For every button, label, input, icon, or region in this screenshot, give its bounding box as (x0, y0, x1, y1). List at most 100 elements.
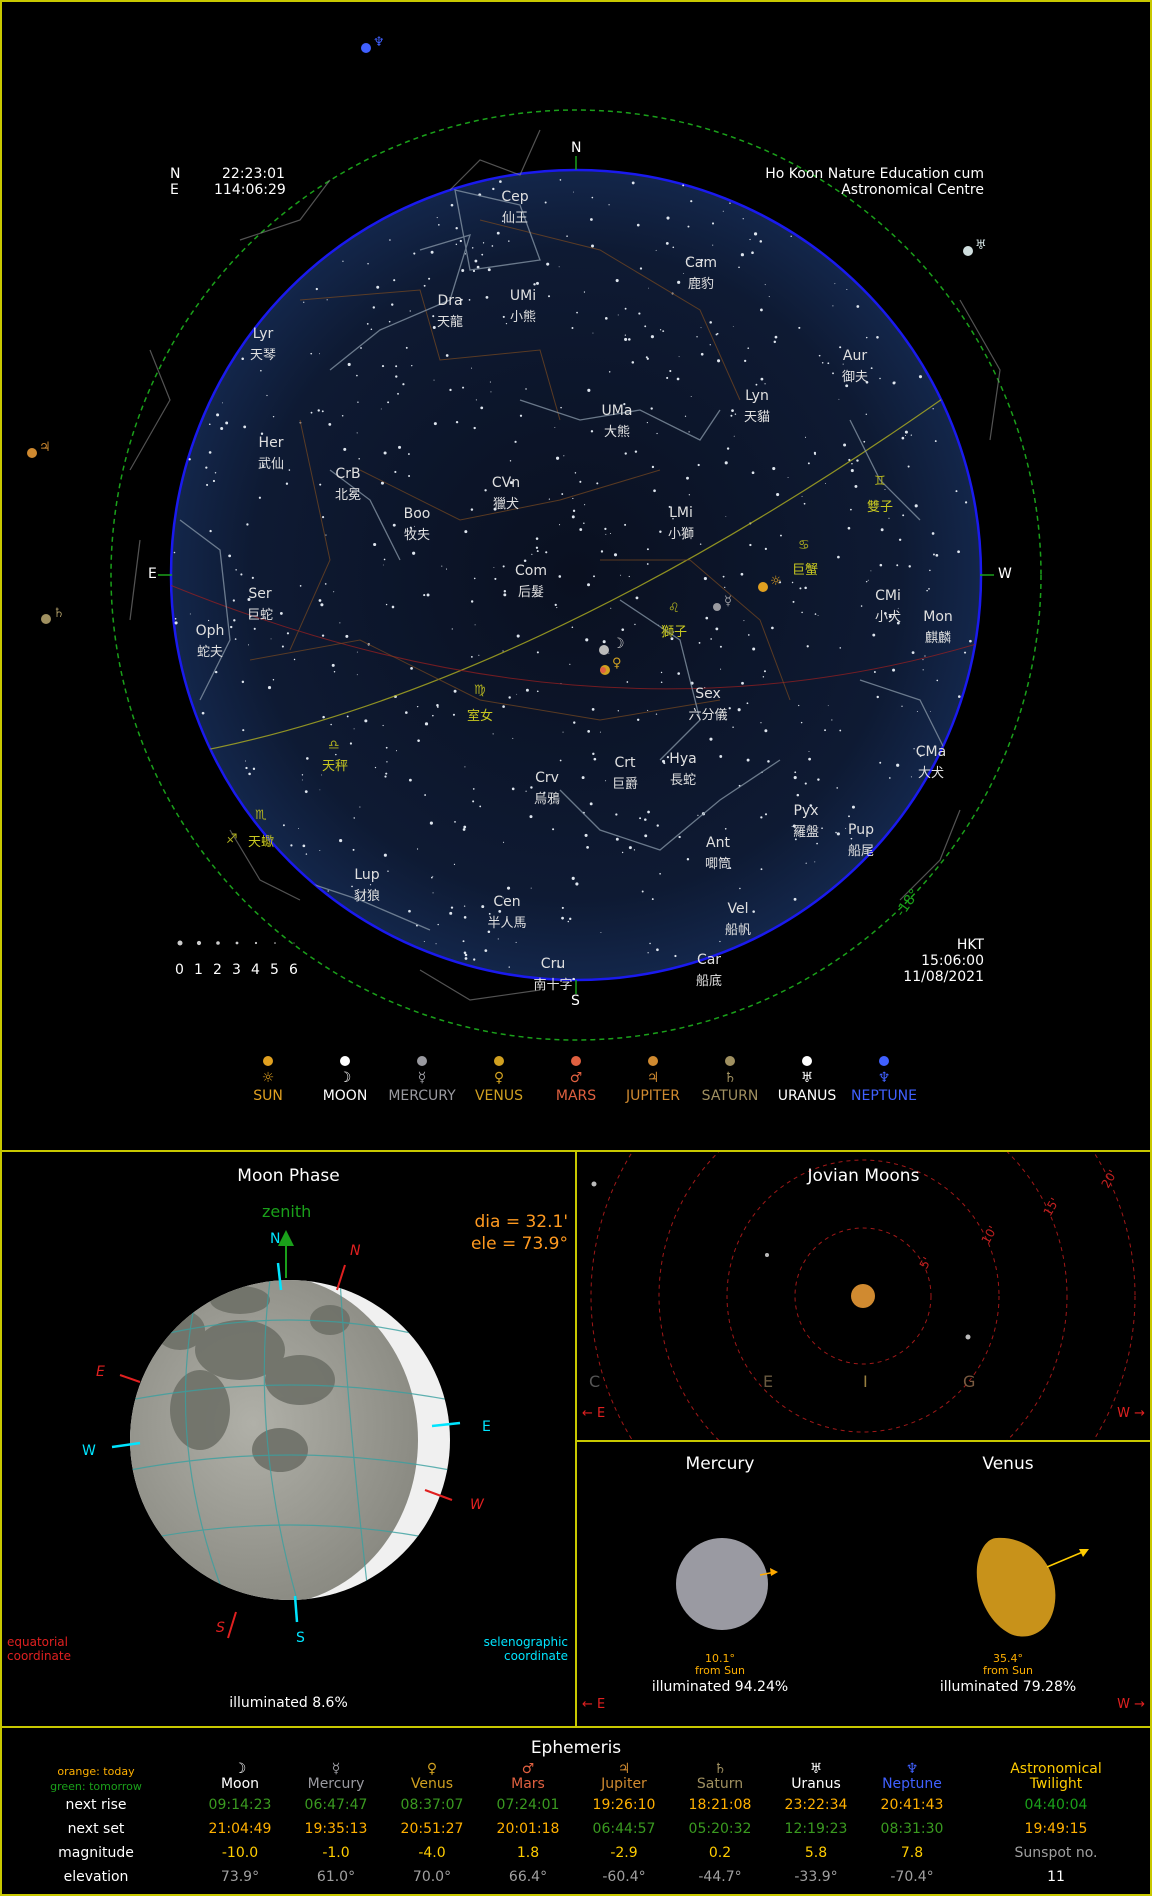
star (453, 689, 457, 693)
legend-moon: ☽ MOON (305, 1056, 385, 1104)
star (546, 262, 550, 266)
star (747, 347, 750, 349)
star (747, 634, 750, 636)
star (969, 639, 972, 643)
star (600, 932, 602, 933)
star (536, 777, 538, 779)
star (836, 787, 838, 789)
star (503, 593, 507, 597)
column-symbol: ☿ (331, 1761, 341, 1777)
constellation-abbr: LMi (669, 505, 693, 521)
star (342, 260, 344, 262)
star (764, 383, 766, 385)
star (892, 668, 896, 672)
star (423, 594, 426, 597)
legend-symbol: ♄ (723, 1070, 737, 1086)
star (816, 842, 818, 845)
star (636, 223, 640, 227)
star (631, 361, 635, 364)
star (653, 489, 656, 493)
star (867, 579, 869, 581)
star (423, 940, 425, 942)
star (473, 958, 476, 961)
star (508, 696, 511, 699)
column-name: Uranus (791, 1776, 841, 1792)
star (814, 861, 816, 863)
star (272, 679, 275, 681)
star (709, 737, 713, 741)
star (825, 483, 826, 484)
star (572, 977, 575, 980)
star (964, 501, 968, 504)
constellation-name: 唧筒 (704, 857, 731, 872)
star (787, 477, 789, 478)
star (678, 356, 680, 358)
star (453, 863, 456, 865)
constellation-abbr: CVn (491, 475, 521, 491)
legend-dot (802, 1056, 812, 1066)
constellation-name: 御夫 (841, 370, 868, 385)
next-rise-value: 23:22:34 (784, 1797, 848, 1813)
star (432, 315, 435, 318)
star (248, 772, 251, 776)
star (733, 435, 735, 437)
star (656, 432, 658, 435)
jovian-west-dir: W → (1117, 1406, 1145, 1421)
star (804, 782, 807, 785)
legend-dot (417, 1056, 427, 1066)
star (801, 495, 803, 497)
selenographic-south: S (296, 1630, 305, 1646)
star (647, 810, 650, 814)
star (724, 586, 726, 588)
star (575, 882, 579, 886)
star (863, 440, 866, 443)
star (497, 938, 499, 940)
star (846, 289, 848, 290)
column-symbol: ♂ (521, 1761, 535, 1777)
star (684, 415, 687, 417)
star (656, 824, 659, 827)
star (888, 777, 891, 779)
star (479, 805, 482, 808)
star (319, 849, 321, 851)
star (808, 757, 811, 761)
star (922, 669, 924, 671)
star (880, 528, 884, 532)
star (463, 951, 467, 955)
star (647, 709, 649, 711)
star (244, 760, 246, 762)
star (462, 386, 465, 389)
star (741, 681, 744, 685)
location-line2: Astronomical Centre (841, 182, 984, 198)
constellation-zodiac-14: 巨蟹 (765, 560, 845, 582)
star (743, 359, 747, 363)
star (395, 750, 398, 752)
star (533, 283, 536, 286)
constellation-abbr: Lyn (745, 388, 769, 404)
next-rise-value: 07:24:01 (496, 1797, 560, 1813)
moon-marker (599, 645, 609, 655)
star (628, 846, 632, 850)
star (449, 911, 453, 915)
star (472, 800, 475, 803)
star (339, 622, 341, 624)
star (548, 498, 550, 500)
star (755, 383, 758, 386)
constellation-hya: Hya 長蛇 (643, 748, 723, 792)
star (872, 633, 876, 637)
star (850, 469, 854, 473)
constellation-name: 巨蛇 (246, 608, 273, 623)
zodiac-scorpio-glyph: ♏ (255, 808, 267, 823)
magnitude-value: 5.8 (804, 1845, 828, 1861)
star (508, 966, 510, 968)
star (449, 388, 452, 392)
star (729, 867, 732, 870)
magnitude-value: 0.2 (708, 1845, 732, 1861)
constellation-lyr: Lyr 天琴 (223, 323, 303, 367)
star (650, 407, 653, 410)
star (560, 406, 562, 409)
star (543, 791, 546, 794)
star (205, 466, 208, 469)
star (536, 651, 539, 654)
